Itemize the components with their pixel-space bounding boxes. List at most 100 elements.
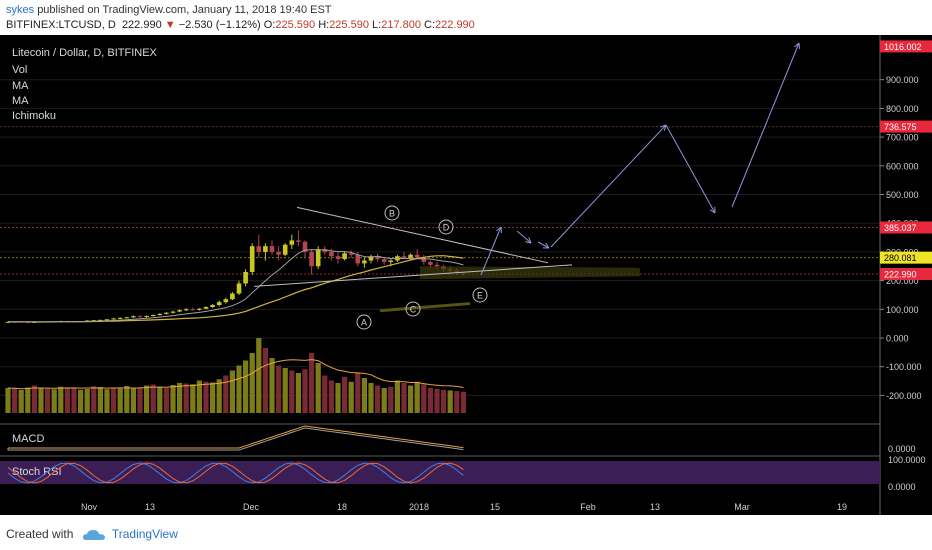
candle-body [98, 319, 103, 321]
candle-body [197, 308, 202, 310]
volume-bar [31, 385, 37, 413]
volume-bar [58, 386, 64, 413]
volume-bar [51, 389, 57, 413]
x-tick-label: 2018 [409, 502, 429, 512]
volume-bar [38, 388, 44, 413]
indicator-overlays [7, 206, 640, 323]
y-tick-label: 100.000 [886, 305, 919, 315]
x-tick-label: Feb [580, 502, 596, 512]
x-tick-label: 15 [490, 502, 500, 512]
macd-axis-label: 0.0000 [888, 444, 916, 454]
projection-arrow-4-head [660, 124, 667, 131]
volume-bar [117, 388, 123, 413]
price-axis[interactable]: 900.000800.000700.000600.000500.000400.0… [879, 35, 932, 515]
stoch-label: Stoch RSI [12, 466, 62, 478]
price-chart[interactable]: B D A C E 900.000 800.000 700.000 600.000 500.00… [0, 35, 932, 515]
candle-body [375, 256, 380, 260]
volume-ma-line [7, 359, 464, 390]
candle-body [362, 260, 367, 264]
high-label: H: [318, 19, 330, 31]
candle-body [203, 307, 209, 309]
y-tick-label: 900.000 [886, 75, 919, 85]
annotation-label: B [389, 209, 395, 219]
price-tag-label: 385.037 [884, 223, 917, 233]
y-tick-label: 500.000 [886, 190, 919, 200]
candle-body [428, 261, 433, 265]
volume-bar [315, 363, 321, 413]
symbol-name: BITFINEX:LTCUSD, D [6, 19, 116, 31]
volume-bar [124, 386, 130, 413]
author-link[interactable]: sykes [6, 4, 35, 16]
tradingview-cloud-icon[interactable] [82, 529, 105, 541]
volume-bar [170, 385, 176, 413]
volume-bar [447, 390, 453, 413]
projection-arrow-6-head [794, 42, 800, 50]
y-tick-label: -100.000 [886, 362, 922, 372]
legend-ichimoku: Ichimoku [12, 110, 56, 122]
volume-bar [84, 389, 90, 413]
last-price: 222.990 [121, 19, 162, 31]
macd-signal-line [7, 427, 464, 451]
volume-bar [157, 386, 163, 413]
macd-line [8, 425, 464, 449]
candle-body [157, 313, 163, 316]
annotation-circle [438, 219, 454, 235]
candle-body [335, 256, 341, 260]
y-tick-label: 200.000 [886, 276, 919, 286]
projection-arrow-2 [516, 230, 532, 244]
volume-bar [309, 353, 315, 413]
x-tick-label: 19 [837, 502, 847, 512]
y-tick-label: 800.000 [886, 104, 919, 114]
candle-body [302, 241, 308, 252]
candle-body [414, 254, 420, 258]
volume-bar [150, 384, 156, 413]
stoch-band [0, 461, 880, 484]
volume-bar [388, 386, 394, 413]
upper-trendline [296, 206, 549, 264]
time-axis[interactable]: Nov 13 Dec 18 2018 15 Feb 13 Mar 19 [81, 502, 847, 512]
candle-body [5, 321, 11, 323]
stoch-k-line [7, 462, 464, 484]
volume-bar [454, 391, 460, 413]
x-tick-label: 13 [145, 502, 155, 512]
price-tag [880, 251, 932, 264]
y-tick-label: 600.000 [886, 161, 919, 171]
lower-trendline [253, 264, 573, 287]
tradingview-brand-link[interactable]: TradingView [111, 527, 178, 541]
candle-body [210, 304, 215, 308]
y-tick-label: 700.000 [886, 133, 919, 143]
volume-bar [243, 360, 249, 413]
candle-body [111, 318, 116, 320]
candle-body [223, 299, 229, 303]
price-tag-label: 280.081 [884, 253, 917, 263]
open-label: O: [263, 19, 276, 31]
annotation-circle [356, 314, 372, 330]
candle-body [348, 253, 354, 255]
candle-body [216, 302, 222, 305]
volume-bar [361, 378, 367, 413]
price-tag [880, 40, 932, 53]
volume-bar [262, 348, 268, 413]
volume-bar [394, 380, 400, 413]
volume-bar [421, 384, 427, 413]
volume-bar [342, 376, 348, 413]
legend-ma-2: MA [12, 95, 29, 107]
volume-bars [5, 338, 466, 413]
candle-body [170, 311, 176, 313]
volume-bar [137, 387, 143, 413]
volume-bar [401, 383, 407, 413]
volume-bar [381, 388, 387, 413]
candle-body [342, 253, 347, 260]
price-tag-label: 222.990 [884, 269, 917, 279]
candle-body [401, 256, 407, 258]
chart-legend: Litecoin / Dollar, D, BITFINEX Vol MA MA… [12, 47, 158, 122]
annotation-circle [384, 205, 400, 221]
volume-bar [97, 387, 103, 413]
price-change: −2.530 (−1.12%) [178, 19, 261, 31]
candle-body [91, 320, 97, 322]
annotation-label: D [443, 223, 450, 233]
x-tick-label: Mar [734, 502, 750, 512]
candle-body [183, 309, 189, 311]
volume-bar [434, 389, 440, 413]
candle-body [150, 315, 156, 317]
